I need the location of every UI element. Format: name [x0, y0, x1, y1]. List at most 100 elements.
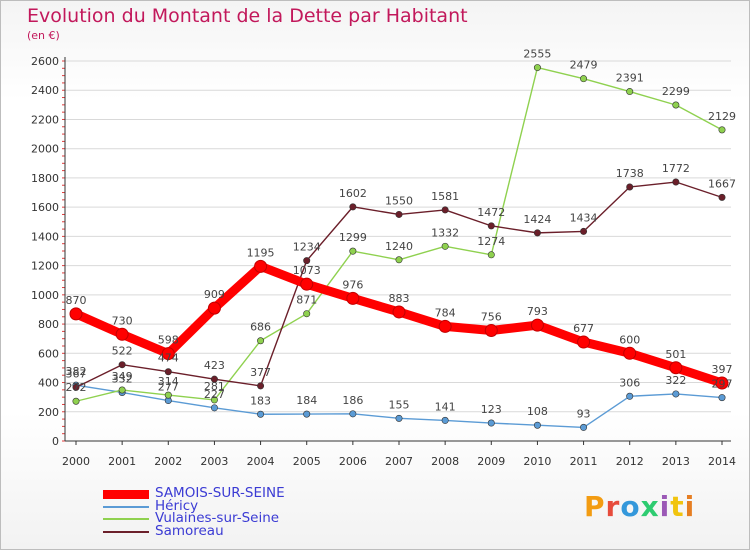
data-label: 367 [66, 367, 87, 380]
proxiti-logo: Proxiti [584, 490, 695, 523]
y-tick-label: 2000 [31, 143, 59, 156]
data-point [718, 193, 726, 201]
chart-unit: (en €) [27, 29, 60, 42]
legend-swatch [103, 489, 149, 499]
data-label: 600 [619, 333, 640, 346]
data-point [533, 229, 541, 237]
data-point [438, 319, 452, 333]
data-label: 2299 [662, 85, 690, 98]
y-tick-label: 2600 [31, 55, 59, 68]
data-label: 976 [342, 278, 363, 291]
data-point [254, 259, 268, 273]
y-tick-label: 400 [38, 377, 59, 390]
data-label: 1602 [339, 187, 367, 200]
data-point [395, 256, 403, 264]
data-point [257, 382, 265, 390]
data-label: 1195 [247, 246, 275, 259]
data-label: 2555 [523, 48, 551, 61]
data-label: 870 [66, 294, 87, 307]
data-label: 598 [158, 334, 179, 347]
data-label: 1240 [385, 240, 413, 253]
y-tick-label: 1400 [31, 230, 59, 243]
data-label: 306 [619, 376, 640, 389]
data-label: 1274 [477, 235, 505, 248]
data-point [672, 101, 680, 109]
data-point [395, 414, 403, 422]
data-point [487, 419, 495, 427]
data-label: 297 [712, 378, 733, 391]
data-point [487, 222, 495, 230]
data-label: 397 [712, 363, 733, 376]
data-point [115, 327, 129, 341]
data-label: 1738 [616, 167, 644, 180]
data-label: 93 [577, 407, 591, 420]
data-label: 1434 [570, 211, 598, 224]
data-label: 281 [204, 380, 225, 393]
data-label: 793 [527, 305, 548, 318]
data-point [580, 423, 588, 431]
data-point [210, 404, 218, 412]
data-label: 1550 [385, 194, 413, 207]
data-point [161, 347, 175, 361]
data-point [346, 291, 360, 305]
x-tick-label: 2000 [62, 455, 90, 468]
data-label: 1073 [293, 264, 321, 277]
data-label: 382 [66, 365, 87, 378]
data-point [349, 203, 357, 211]
y-tick-label: 1000 [31, 289, 59, 302]
data-label: 1581 [431, 190, 459, 203]
x-tick-label: 2011 [570, 455, 598, 468]
data-label: 377 [250, 366, 271, 379]
x-tick-label: 2012 [616, 455, 644, 468]
data-label: 909 [204, 288, 225, 301]
logo-letter: i [684, 490, 696, 523]
y-tick-label: 2200 [31, 113, 59, 126]
data-label: 2479 [570, 59, 598, 72]
data-label: 2129 [708, 110, 736, 123]
data-label: 141 [435, 400, 456, 413]
data-label: 186 [342, 394, 363, 407]
x-tick-label: 2005 [293, 455, 321, 468]
data-point [580, 75, 588, 83]
data-label: 155 [389, 398, 410, 411]
data-point [118, 386, 126, 394]
y-tick-label: 1600 [31, 201, 59, 214]
data-point [349, 247, 357, 255]
data-label: 349 [112, 370, 133, 383]
data-point [349, 410, 357, 418]
data-label: 1472 [477, 206, 505, 219]
data-point [530, 318, 544, 332]
y-tick-label: 2400 [31, 84, 59, 97]
data-point [626, 88, 634, 96]
data-label: 272 [66, 381, 87, 394]
data-point [533, 64, 541, 72]
x-tick-label: 2009 [477, 455, 505, 468]
legend-swatch [103, 518, 149, 520]
data-point [210, 375, 218, 383]
y-tick-label: 1800 [31, 172, 59, 185]
x-tick-label: 2010 [523, 455, 551, 468]
y-tick-label: 0 [52, 435, 59, 448]
data-point [441, 206, 449, 214]
data-point [210, 396, 218, 404]
data-point [164, 391, 172, 399]
data-point [626, 392, 634, 400]
logo-letter: i [659, 490, 671, 523]
logo-letter: r [605, 490, 621, 523]
data-point [580, 227, 588, 235]
data-label: 183 [250, 394, 271, 407]
data-point [623, 346, 637, 360]
data-point [257, 337, 265, 345]
data-point [672, 178, 680, 186]
data-label: 871 [296, 294, 317, 307]
data-label: 474 [158, 352, 179, 365]
data-label: 184 [296, 394, 317, 407]
data-point [669, 361, 683, 375]
legend-label: Vulaines-sur-Seine [155, 510, 280, 526]
y-tick-label: 600 [38, 347, 59, 360]
x-tick-label: 2001 [108, 455, 136, 468]
legend-label: Héricy [155, 497, 199, 514]
logo-letter: t [670, 490, 685, 523]
